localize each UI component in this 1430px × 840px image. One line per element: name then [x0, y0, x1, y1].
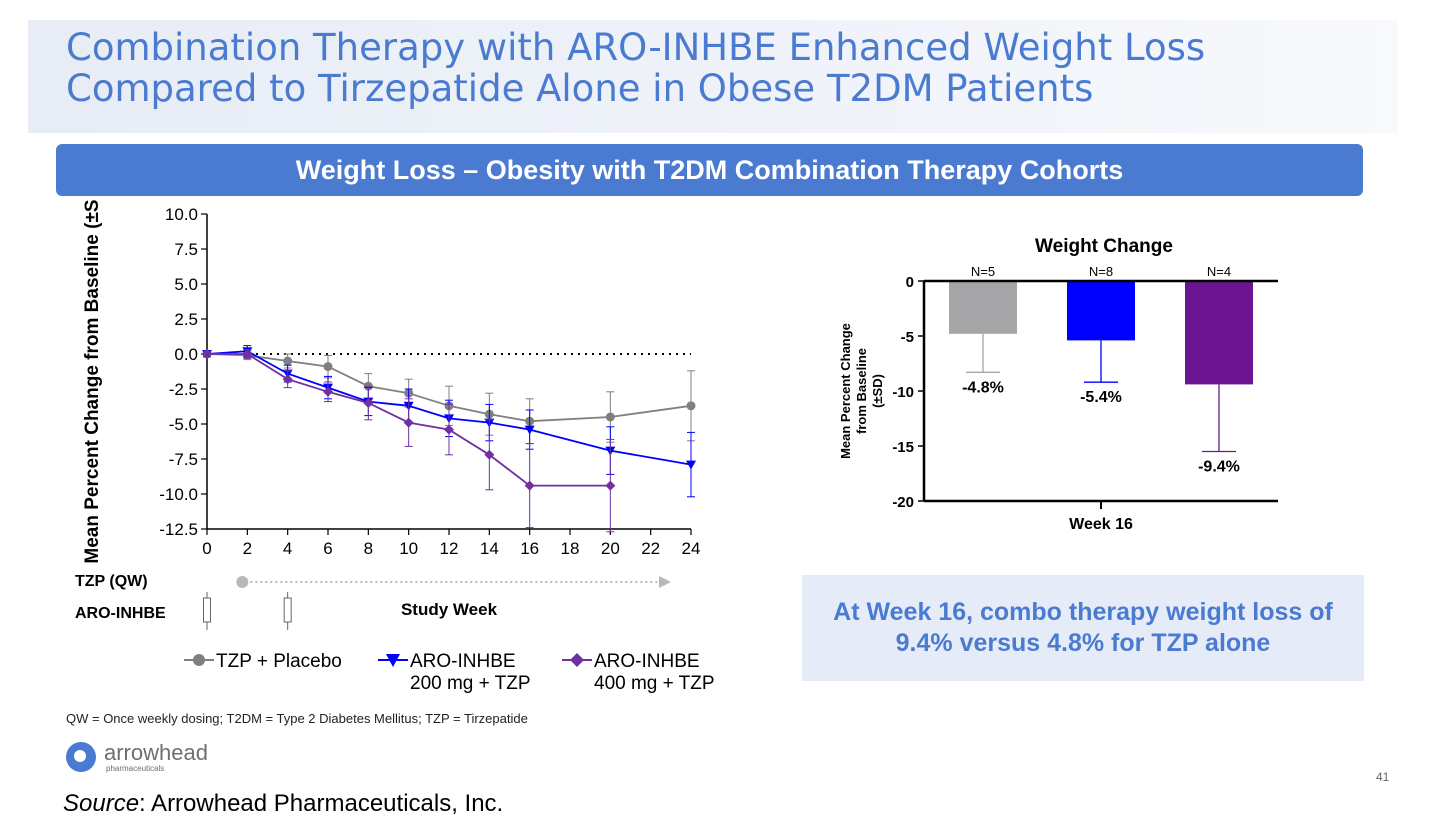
bar-n-label: N=5	[971, 264, 995, 279]
data-point	[363, 398, 374, 408]
data-point	[484, 449, 495, 460]
y-axis-label: Mean Percent Change from Baseline (±SD)	[82, 200, 103, 564]
x-tick-label: 8	[364, 539, 373, 558]
x-tick-label: 18	[561, 539, 580, 558]
y-tick-label: 5.0	[174, 275, 198, 294]
logo-subtitle: pharmaceuticals	[106, 764, 165, 773]
x-tick-label: 16	[520, 539, 539, 558]
tzp-dosing-label: TZP (QW)	[75, 573, 148, 590]
data-point	[605, 480, 616, 491]
legend-item: TZP + Placebo	[184, 651, 342, 672]
key-finding-callout: At Week 16, combo therapy weight loss of…	[802, 575, 1364, 681]
x-tick-label: 10	[399, 539, 418, 558]
bar-value-label: -4.8%	[962, 379, 1004, 396]
syringe-icon	[283, 592, 292, 630]
y-tick-label: -7.5	[169, 450, 198, 469]
data-point	[242, 349, 253, 359]
bar-y-tick-label: -15	[892, 439, 914, 456]
series-line	[207, 353, 611, 487]
bar-y-tick-label: -5	[901, 329, 914, 346]
logo-mark-icon	[66, 742, 96, 772]
y-tick-label: -10.0	[159, 485, 198, 504]
y-tick-label: 7.5	[174, 240, 198, 259]
bar-y-tick-label: -20	[892, 494, 914, 511]
x-tick-label: 6	[323, 539, 332, 558]
legend-marker	[570, 653, 584, 667]
tzp-dosing-arrowhead	[659, 576, 671, 588]
data-point	[605, 412, 615, 422]
x-tick-label: 20	[601, 539, 620, 558]
tzp-start-marker	[236, 576, 249, 588]
bar-value-label: -9.4%	[1198, 459, 1240, 476]
legend-label: TZP + Placebo	[216, 651, 342, 672]
legend-label: ARO-INHBE	[410, 651, 516, 672]
source-label: Source	[63, 790, 140, 817]
data-point	[323, 386, 333, 397]
footnote: QW = Once weekly dosing; T2DM = Type 2 D…	[66, 711, 528, 726]
section-banner: Weight Loss – Obesity with T2DM Combinat…	[56, 144, 1363, 196]
data-point	[686, 401, 696, 411]
y-tick-label: 10.0	[165, 205, 198, 224]
callout-text: At Week 16, combo therapy weight loss of…	[833, 598, 1333, 657]
legend-label: 400 mg + TZP	[594, 673, 715, 694]
bar-y-tick-label: -10	[892, 384, 914, 401]
source-text: : Arrowhead Pharmaceuticals, Inc.	[139, 790, 504, 817]
x-tick-label: 14	[480, 539, 499, 558]
bar-x-axis-label: Week 16	[1069, 516, 1133, 533]
y-tick-label: -5.0	[169, 415, 198, 434]
title-band	[28, 20, 1398, 133]
legend-label: 200 mg + TZP	[410, 673, 531, 694]
data-point	[323, 362, 333, 372]
company-logo: arrowhead pharmaceuticals	[66, 740, 226, 774]
bar-chart-title: Weight Change	[1035, 236, 1173, 257]
data-point	[282, 374, 293, 385]
bar-n-label: N=8	[1089, 264, 1113, 279]
x-axis-label: Study Week	[401, 600, 498, 619]
bar-n-label: N=4	[1207, 264, 1231, 279]
x-tick-label: 12	[440, 539, 459, 558]
y-tick-label: 0.0	[174, 345, 198, 364]
bar-chart: Weight Change 0 -5 -10 -15 -20 N=5 -4.8% N=8 -5.4…	[838, 236, 1278, 533]
slide-title: Combination Therapy with ARO-INHBE Enhan…	[66, 26, 1206, 110]
data-point	[524, 480, 535, 491]
bar	[949, 281, 1017, 334]
x-tick-label: 4	[283, 539, 292, 558]
data-point	[202, 349, 212, 359]
data-point	[283, 356, 293, 366]
bar	[1067, 281, 1135, 341]
y-tick-label: -12.5	[159, 520, 198, 539]
syringe-barrel	[203, 597, 211, 623]
source-line: Source: Arrowhead Pharmaceuticals, Inc.	[63, 790, 503, 818]
line-chart: 10.0 7.5 5.0 2.5 0.0 -2.5 -5.0 -7.5 -10.0 -12.50 2…	[75, 200, 715, 694]
legend-marker	[386, 654, 400, 667]
legend-label: ARO-INHBE	[594, 651, 700, 672]
legend-marker	[193, 654, 205, 666]
data-point	[444, 424, 454, 435]
bar-y-axis-label-line: Mean Percent Change	[838, 323, 853, 459]
x-tick-label: 24	[682, 539, 701, 558]
syringe-barrel	[283, 597, 292, 623]
x-tick-label: 22	[641, 539, 660, 558]
x-tick-label: 2	[243, 539, 252, 558]
page-number: 41	[1376, 770, 1390, 784]
logo-name: arrowhead	[104, 740, 208, 765]
bar-y-tick-label: 0	[906, 274, 914, 291]
data-point	[403, 417, 414, 428]
bar-y-axis-label-line: (±SD)	[870, 374, 885, 408]
aro-dosing-label: ARO-INHBE	[75, 605, 166, 622]
bar	[1185, 281, 1253, 385]
bar-value-label: -5.4%	[1080, 389, 1122, 406]
x-tick-label: 0	[202, 539, 211, 558]
data-point	[524, 425, 535, 435]
bar-y-axis-label: Mean Percent Changefrom Baseline(±SD)	[838, 323, 885, 459]
series-3	[202, 349, 616, 533]
data-point	[686, 460, 696, 470]
y-tick-label: -2.5	[169, 380, 198, 399]
bar-y-axis-label-line: from Baseline	[854, 348, 869, 434]
syringe-icon	[203, 592, 211, 630]
y-tick-label: 2.5	[174, 310, 198, 329]
